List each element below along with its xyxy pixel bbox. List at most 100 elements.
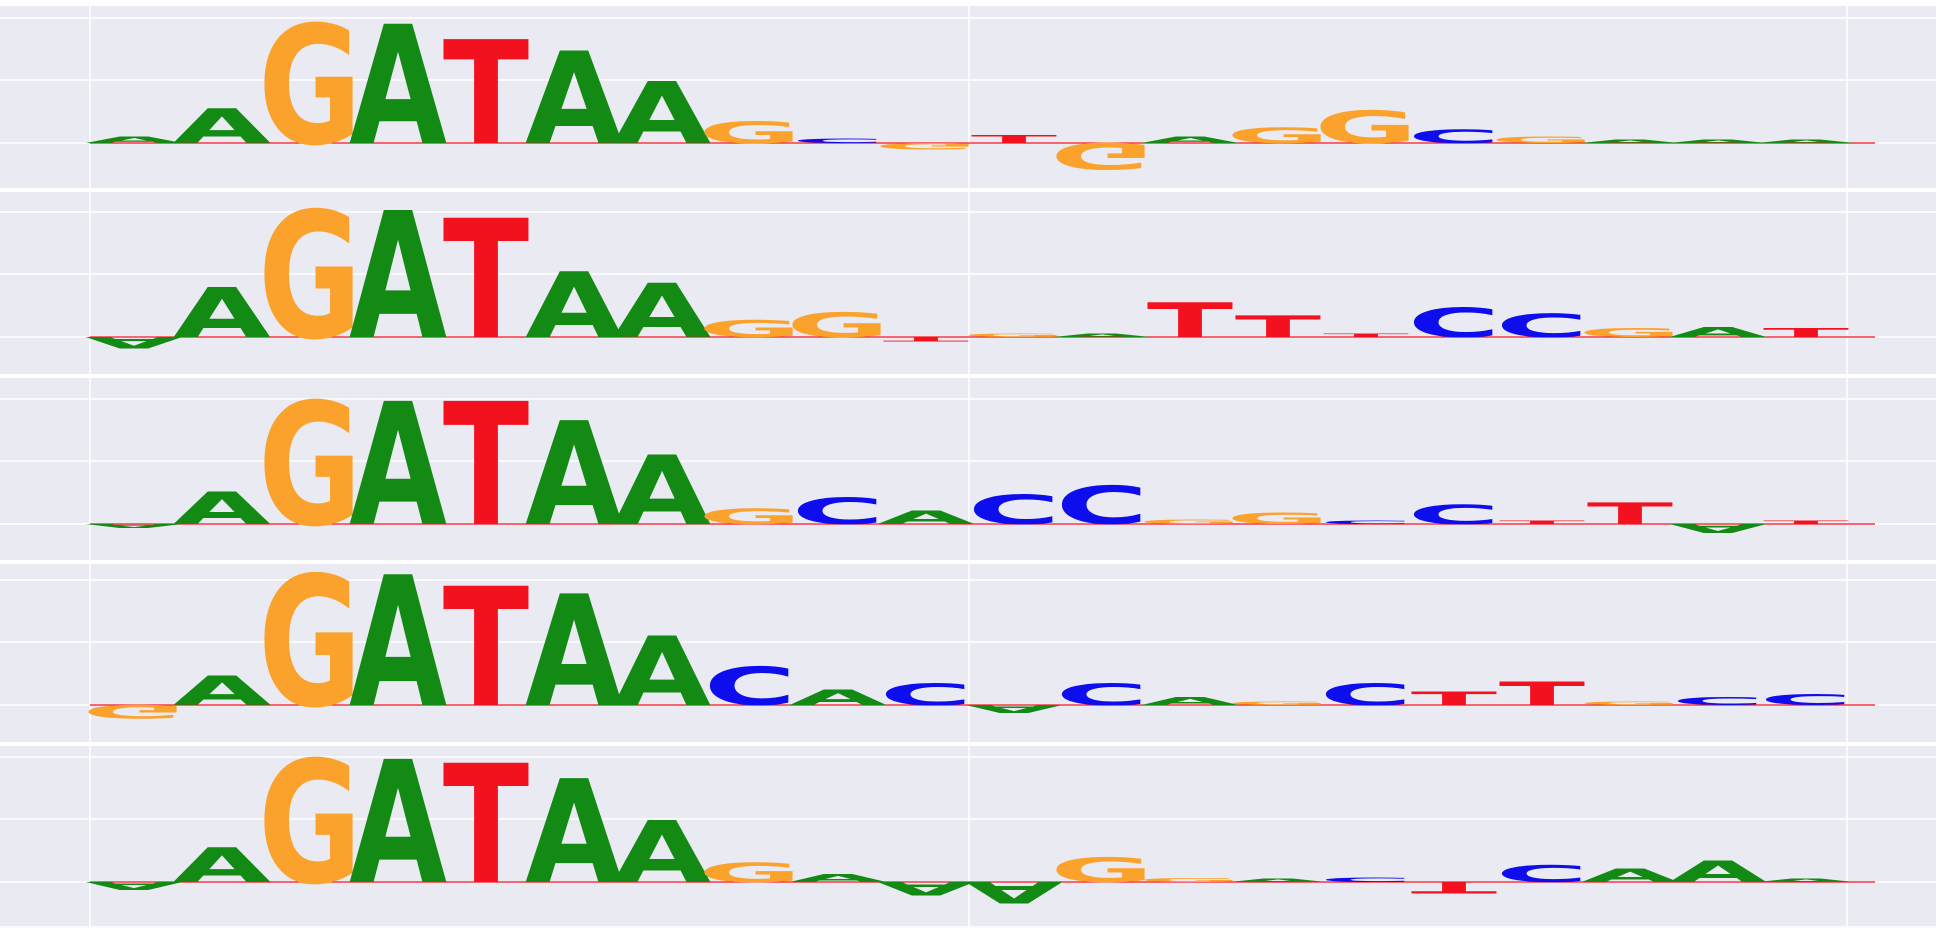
logo-letter-A: A: [1669, 521, 1768, 536]
logo-letter-T: T: [1147, 293, 1233, 349]
logo-letter-A: A: [85, 333, 183, 351]
logo-letter-G: G: [258, 0, 362, 182]
logo-letter-C: C: [1496, 307, 1589, 344]
logo-letter-A: A: [173, 99, 271, 155]
logo-letter-C: C: [1056, 678, 1149, 712]
logo-letter-C: C: [792, 137, 885, 144]
logo-letter-A: A: [613, 437, 711, 547]
logo-letter-A: A: [525, 26, 623, 173]
logo-letter-T: T: [443, 186, 529, 376]
logo-letter-G: G: [258, 176, 362, 379]
logo-letter-T: T: [1411, 688, 1498, 710]
logo-letter-C: C: [704, 656, 797, 718]
logo-letter-A: A: [85, 135, 183, 145]
logo-letter-A: A: [525, 750, 623, 916]
logo-letter-T: T: [443, 731, 529, 921]
logo-letter-A: A: [349, 176, 447, 379]
logo-letter-A: A: [1141, 695, 1239, 707]
logo-letter-C: C: [1408, 126, 1501, 148]
logo-letter-A: A: [349, 0, 447, 182]
logo-letter-T: T: [443, 369, 529, 565]
logo-letter-A: A: [1229, 878, 1327, 883]
logo-letter-G: G: [258, 539, 362, 748]
logo-letter-G: G: [1490, 135, 1594, 145]
logo-letter-G: G: [1226, 124, 1330, 148]
logo-letter-A: A: [1053, 333, 1151, 338]
logo-letter-T: T: [1499, 520, 1585, 525]
logo-letter-A: A: [85, 523, 183, 529]
logo-letter-A: A: [1757, 139, 1855, 144]
logo-letter-A: A: [173, 274, 271, 354]
logo-letter-A: A: [1669, 139, 1767, 144]
logo-letter-C: C: [880, 678, 973, 712]
logo-letter-G: G: [1226, 509, 1330, 527]
logo-letter-C: C: [1408, 300, 1501, 347]
logo-letter-G: G: [1138, 877, 1242, 883]
logo-letter-G: G: [1578, 325, 1682, 340]
logo-letter-C: C: [1320, 678, 1413, 712]
logo-letter-G: G: [1314, 102, 1418, 153]
panel-background: [0, 746, 1936, 928]
logo-letter-C: C: [1056, 475, 1149, 537]
panel-background: [0, 6, 1936, 188]
logo-letter-T: T: [1763, 520, 1849, 525]
logo-letter-T: T: [1411, 878, 1497, 896]
logo-letter-C: C: [1320, 520, 1413, 525]
logo-letter-A: A: [173, 668, 271, 715]
logo-letter-T: T: [1323, 333, 1409, 338]
logo-letter-A: A: [789, 686, 887, 710]
logo-letter-G: G: [1050, 851, 1154, 890]
logo-letter-A: A: [965, 875, 1063, 909]
logo-letter-C: C: [1672, 695, 1765, 707]
logo-letter-A: A: [85, 879, 183, 891]
logo-letter-A: A: [613, 65, 711, 163]
panel-background: [0, 564, 1936, 742]
logo-letter-A: A: [877, 507, 975, 529]
panel-background: [0, 378, 1936, 560]
logo-letter-G: G: [1050, 134, 1154, 177]
logo-letter-A: A: [173, 838, 271, 894]
logo-letter-T: T: [443, 554, 529, 744]
logo-letter-A: A: [349, 539, 447, 748]
logo-letter-C: C: [1320, 876, 1413, 883]
logo-letter-G: G: [698, 857, 802, 888]
logo-letter-G: G: [786, 306, 890, 345]
panel-background: [0, 192, 1936, 374]
logo-letter-T: T: [971, 133, 1057, 145]
logo-letter-A: A: [1581, 139, 1679, 144]
logo-letter-G: G: [1138, 518, 1242, 525]
logo-letter-T: T: [443, 11, 529, 177]
logo-letter-G: G: [1226, 701, 1330, 706]
logo-letter-A: A: [525, 392, 623, 558]
logo-letter-T: T: [1763, 325, 1849, 340]
logo-letter-G: G: [1578, 701, 1682, 706]
logo-letter-A: A: [173, 483, 271, 534]
logo-letter-G: G: [698, 316, 802, 343]
logo-letter-A: A: [1669, 324, 1767, 340]
logo-letter-T: T: [883, 335, 969, 342]
logo-letter-T: T: [1235, 310, 1322, 344]
logo-letter-A: A: [1581, 865, 1679, 887]
logo-letter-G: G: [962, 333, 1066, 338]
logo-letter-G: G: [82, 700, 186, 722]
logo-letter-A: A: [613, 804, 711, 902]
logo-letter-A: A: [525, 254, 623, 359]
logo-letter-A: A: [789, 872, 887, 884]
logo-letter-A: A: [613, 618, 711, 728]
logo-letter-G: G: [258, 727, 362, 923]
logo-letter-A: A: [1757, 878, 1855, 883]
logo-letter-T: T: [1587, 497, 1674, 531]
logo-letter-G: G: [874, 141, 978, 151]
logo-letter-A: A: [965, 702, 1063, 714]
logo-letter-T: T: [1499, 675, 1585, 712]
logo-letter-G: G: [698, 505, 802, 529]
logo-letter-A: A: [349, 727, 447, 923]
logo-letter-C: C: [1760, 691, 1853, 708]
